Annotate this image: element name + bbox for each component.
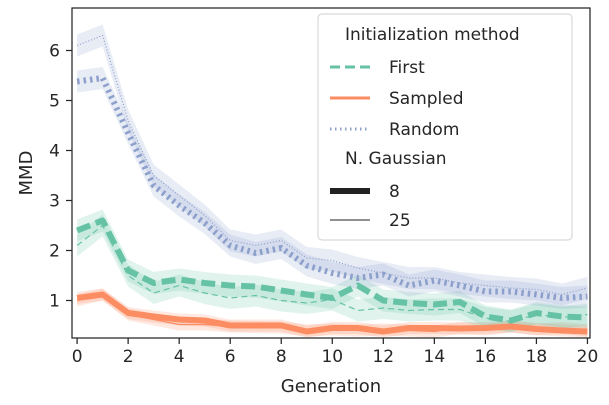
series-line-sampled-25 (76, 293, 588, 333)
legend-size-title: N. Gaussian (345, 149, 447, 169)
y-axis-title: MMD (16, 151, 37, 196)
legend-sampled-label: Sampled (389, 89, 464, 109)
x-axis-title: Generation (281, 376, 381, 397)
x-tick-label: 6 (225, 347, 236, 367)
legend: Initialization method First Sampled Rand… (317, 13, 573, 241)
ci-band-sampled-8 (77, 288, 588, 338)
ci-band-random-8 (77, 67, 588, 309)
x-axis: 0 2 4 6 8 10 12 14 16 18 20 (72, 338, 599, 367)
y-axis: 1 2 3 4 5 6 (49, 42, 72, 312)
legend-hue-title: Initialization method (345, 25, 520, 45)
y-tick-label: 5 (49, 92, 60, 112)
legend-size-25-label: 25 (389, 211, 411, 231)
x-tick-label: 2 (123, 347, 134, 367)
x-tick-label: 8 (276, 347, 287, 367)
y-tick-label: 6 (49, 42, 60, 62)
plot-frame (71, 7, 591, 339)
series-line-first-8 (76, 217, 588, 324)
series-lines (76, 34, 588, 335)
series-line-first-25 (76, 224, 588, 323)
legend-size-8-label: 8 (389, 182, 400, 202)
x-tick-label: 0 (72, 347, 83, 367)
x-tick-label: 4 (174, 347, 185, 367)
ci-band-sampled-25 (77, 288, 588, 338)
x-tick-label: 18 (526, 347, 548, 367)
y-tick-label: 3 (49, 192, 60, 212)
y-tick-label: 1 (49, 292, 60, 312)
y-tick-label: 2 (49, 242, 60, 262)
x-tick-label: 12 (372, 347, 394, 367)
x-tick-label: 14 (424, 347, 446, 367)
legend-random-label: Random (389, 120, 459, 140)
y-tick-label: 4 (49, 142, 60, 162)
series-line-random-25 (76, 34, 588, 296)
legend-box (317, 13, 573, 241)
x-tick-label: 16 (475, 347, 497, 367)
series-line-random-8 (76, 75, 588, 301)
x-tick-label: 20 (577, 347, 599, 367)
legend-first-label: First (389, 58, 425, 78)
x-tick-label: 10 (321, 347, 343, 367)
